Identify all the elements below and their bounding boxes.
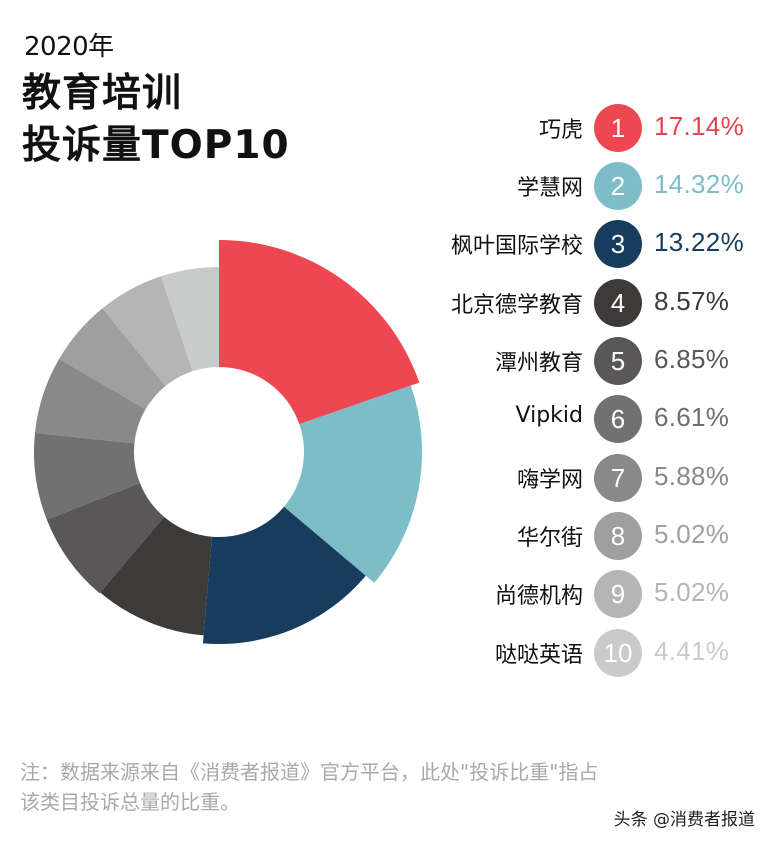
donut-slice-7 (34, 358, 146, 444)
legend-percent: 4.41% (654, 636, 730, 666)
legend-percent: 6.61% (654, 402, 730, 432)
legend-percent: 5.02% (654, 577, 730, 607)
legend-name: Vipkid (515, 403, 583, 428)
legend-percent: 5.02% (654, 519, 730, 549)
legend-percent: 8.57% (654, 286, 730, 316)
rank-badge: 10 (594, 629, 642, 677)
donut-slice-5 (46, 483, 165, 594)
source-credit: 头条 @消费者报道 (613, 810, 755, 830)
legend-percent: 14.32% (654, 169, 744, 199)
rank-badge: 8 (594, 512, 642, 560)
legend-name: 华尔街 (516, 526, 583, 551)
rank-badge: 4 (594, 279, 642, 327)
legend-name: 北京德学教育 (450, 293, 583, 318)
legend-name: 尚德机构 (494, 584, 583, 609)
footnote-line1: 注：数据来源来自《消费者报道》官方平台，此处"投诉比重"指占 (20, 760, 599, 784)
donut-slice-10 (161, 267, 219, 372)
donut-slice-3 (202, 506, 366, 644)
donut-slice-1 (219, 240, 420, 425)
legend-row: 哒哒英语 10 4.41% (400, 629, 771, 677)
donut-slice-8 (59, 308, 166, 410)
legend-row: 潭州教育 5 6.85% (400, 337, 771, 385)
rank-badge: 7 (594, 454, 642, 502)
legend-percent: 5.88% (654, 461, 730, 491)
legend-row: 尚德机构 9 5.02% (400, 570, 771, 618)
rank-badge: 1 (594, 104, 642, 152)
legend-percent: 6.85% (654, 344, 730, 374)
legend-row: 枫叶国际学校 3 13.22% (400, 220, 771, 268)
legend-name: 枫叶国际学校 (450, 234, 583, 259)
legend-row: 华尔街 8 5.02% (400, 512, 771, 560)
rank-badge: 9 (594, 570, 642, 618)
rank-badge: 3 (594, 220, 642, 268)
legend-row: 嗨学网 7 5.88% (400, 454, 771, 502)
legend-name: 潭州教育 (494, 351, 583, 376)
legend-name: 巧虎 (538, 118, 583, 143)
footnote: 注：数据来源来自《消费者报道》官方平台，此处"投诉比重"指占 该类目投诉总量的比… (20, 757, 760, 817)
donut-slice-9 (102, 276, 193, 386)
rank-badge: 2 (594, 162, 642, 210)
legend-name: 哒哒英语 (494, 643, 583, 668)
chart-year: 2020年 (24, 32, 114, 62)
donut-slice-4 (100, 516, 212, 636)
legend-row: Vipkid 6 6.61% (400, 395, 771, 443)
donut-slice-2 (283, 385, 422, 583)
legend-percent: 17.14% (654, 111, 744, 141)
legend-percent: 13.22% (654, 227, 744, 257)
chart-title-line1: 教育培训 (22, 71, 183, 116)
rank-badge: 6 (594, 395, 642, 443)
legend-row: 学慧网 2 14.32% (400, 162, 771, 210)
donut-slice-6 (33, 432, 140, 520)
footnote-line2: 该类目投诉总量的比重。 (20, 790, 240, 814)
legend-row: 北京德学教育 4 8.57% (400, 279, 771, 327)
legend-name: 学慧网 (516, 176, 583, 201)
rank-badge: 5 (594, 337, 642, 385)
legend-name: 嗨学网 (516, 468, 583, 493)
chart-title-line2: 投诉量TOP10 (22, 123, 290, 168)
legend-row: 巧虎 1 17.14% (400, 104, 771, 152)
